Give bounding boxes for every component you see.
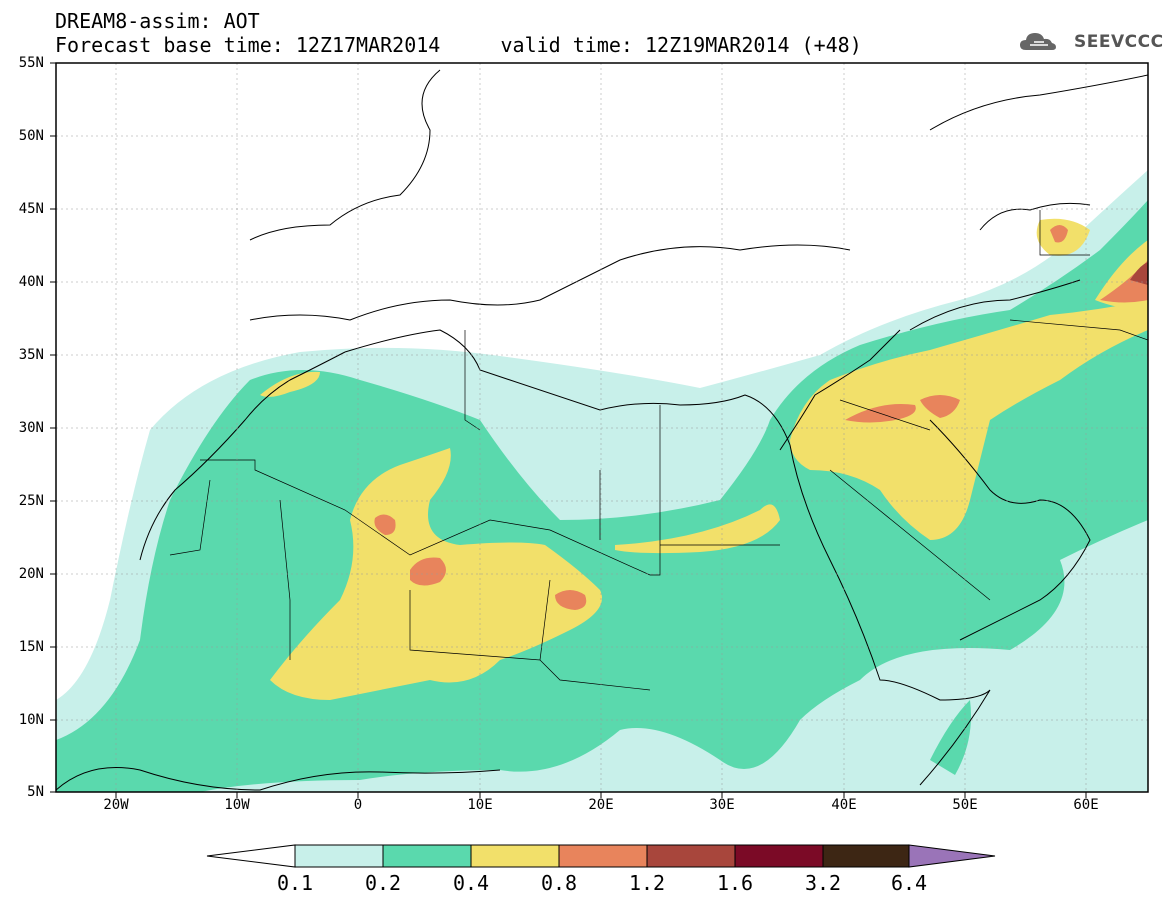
colorbar: [206, 844, 996, 868]
colorbar-label: 1.6: [716, 871, 754, 895]
country-borders: [169, 210, 1148, 691]
lon-label: 10W: [224, 797, 250, 813]
colorbar-swatch: [822, 844, 910, 868]
forecast-time-line: Forecast base time: 12Z17MAR2014 valid t…: [55, 33, 862, 57]
coastlines: [56, 69, 1148, 791]
colorbar-swatch: [558, 844, 648, 868]
lon-label: 30E: [709, 797, 735, 813]
lat-label: 30N: [18, 420, 44, 436]
colorbar-swatch: [646, 844, 736, 868]
colorbar-label: 6.4: [890, 871, 928, 895]
lat-label: 35N: [18, 347, 44, 363]
colorbar-label: 0.8: [540, 871, 578, 895]
logo-text: SEEVCCC: [1074, 32, 1164, 52]
lon-label: 20W: [103, 797, 129, 813]
lon-label: 60E: [1073, 797, 1099, 813]
lon-label: 40E: [831, 797, 857, 813]
lat-label: 20N: [18, 566, 44, 582]
aot-band-0.2-horn: [930, 700, 971, 775]
colorbar-swatch: [734, 844, 824, 868]
lat-label: 40N: [18, 274, 44, 290]
cloud-icon: [1020, 33, 1056, 50]
lat-label: 45N: [18, 201, 44, 217]
lat-label: 50N: [18, 128, 44, 144]
colorbar-swatch: [382, 844, 472, 868]
lat-label: 5N: [27, 784, 44, 800]
lat-label: 15N: [18, 639, 44, 655]
colorbar-label: 0.4: [452, 871, 490, 895]
colorbar-over-arrow: [908, 844, 996, 868]
colorbar-label: 0.2: [364, 871, 402, 895]
colorbar-label: 1.2: [628, 871, 666, 895]
lat-label: 25N: [18, 493, 44, 509]
colorbar-label: 3.2: [804, 871, 842, 895]
colorbar-swatch: [470, 844, 560, 868]
lon-label: 10E: [467, 797, 493, 813]
lat-label: 10N: [18, 712, 44, 728]
aot-band-1.2: [1130, 262, 1148, 285]
colorbar-label: 0.1: [276, 871, 314, 895]
colorbar-under-arrow: [206, 844, 296, 868]
lat-label: 55N: [18, 55, 44, 71]
aot-band-0.4-mideast: [790, 300, 1148, 540]
colorbar-swatch: [294, 844, 384, 868]
lon-label: 50E: [952, 797, 978, 813]
aot-band-0.4-libya: [615, 504, 780, 554]
lon-label: 0: [353, 797, 363, 813]
gridlines: [56, 63, 1148, 792]
axis-ticks: [50, 62, 1087, 798]
map-title: DREAM8-assim: AOT: [55, 9, 260, 33]
lon-label: 20E: [588, 797, 614, 813]
